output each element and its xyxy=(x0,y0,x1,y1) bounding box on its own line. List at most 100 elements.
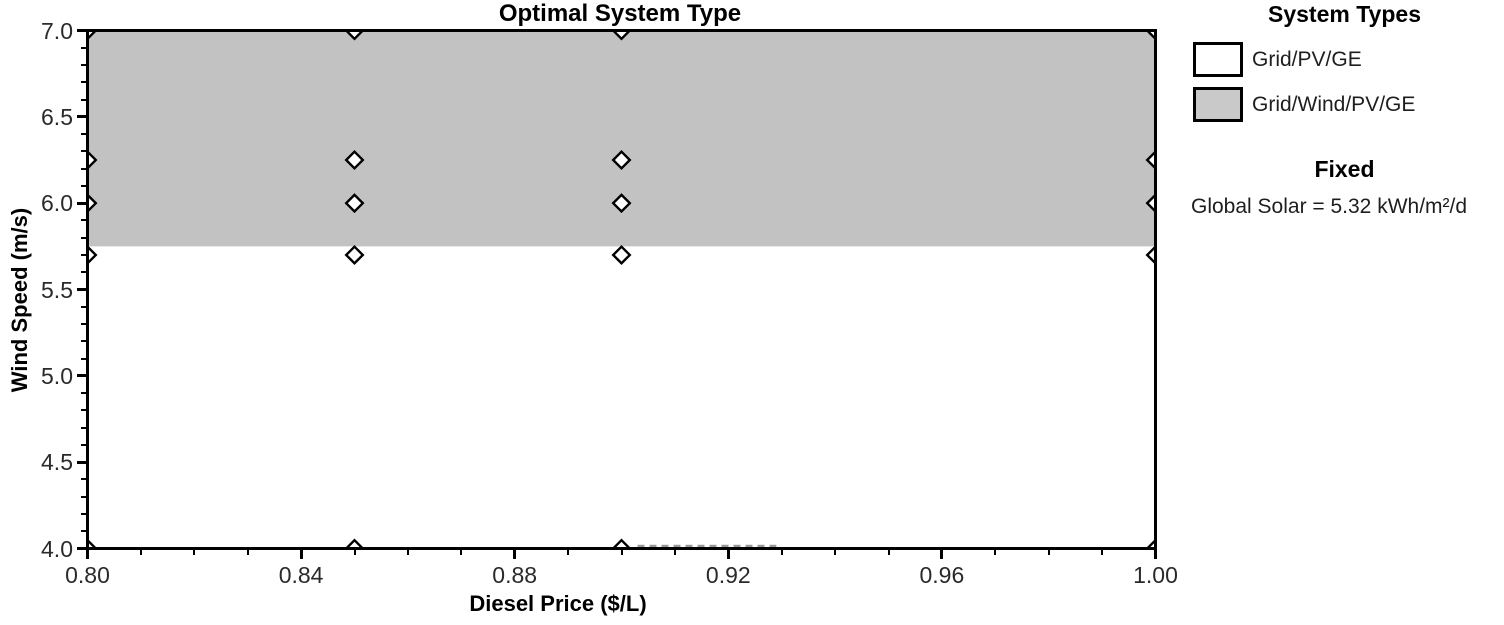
x-minor-tick xyxy=(353,550,356,555)
x-minor-tick xyxy=(246,550,249,555)
data-point-marker xyxy=(1145,151,1154,169)
legend-item-grid-pv-ge: Grid/PV/GE xyxy=(1193,42,1362,77)
data-point-marker xyxy=(89,540,96,547)
data-point-marker xyxy=(344,193,365,214)
data-point-marker xyxy=(346,538,363,547)
y-tick-label: 4.5 xyxy=(41,449,73,476)
y-minor-tick xyxy=(81,340,86,343)
y-major-tick xyxy=(77,288,86,291)
y-major-tick xyxy=(77,547,86,550)
x-tick-label: 0.96 xyxy=(919,562,965,588)
plot-svg xyxy=(86,29,1157,550)
x-minor-tick xyxy=(567,550,570,555)
data-point-marker xyxy=(613,32,630,41)
y-tick-label: 6.5 xyxy=(41,103,73,130)
y-minor-tick xyxy=(81,495,86,498)
legend-item-label: Grid/Wind/PV/GE xyxy=(1252,92,1416,116)
x-major-tick xyxy=(513,550,517,559)
x-minor-tick xyxy=(139,550,142,555)
data-point-marker xyxy=(1145,246,1154,264)
x-major-tick xyxy=(940,550,944,559)
y-minor-tick xyxy=(81,184,86,187)
y-major-tick xyxy=(77,115,86,119)
y-minor-tick xyxy=(81,81,86,84)
x-minor-tick xyxy=(460,550,463,555)
y-minor-tick xyxy=(81,133,86,136)
y-minor-tick xyxy=(81,530,86,533)
x-major-tick xyxy=(726,550,730,559)
data-point-marker xyxy=(1145,194,1154,212)
y-minor-tick xyxy=(81,236,86,239)
y-minor-tick xyxy=(81,253,86,256)
y-minor-tick xyxy=(81,46,86,49)
y-tick-label: 5.5 xyxy=(41,276,73,303)
data-point-marker xyxy=(1147,32,1154,39)
y-minor-tick xyxy=(81,150,86,153)
y-minor-tick xyxy=(81,392,86,395)
region-grid-pv-ge xyxy=(89,246,1154,547)
y-minor-tick xyxy=(81,409,86,412)
data-point-marker xyxy=(611,244,632,265)
y-tick-label: 6.0 xyxy=(41,190,73,217)
x-minor-tick xyxy=(1101,550,1104,555)
x-minor-tick xyxy=(193,550,196,555)
region-grid-wind-pv-ge xyxy=(89,32,1154,247)
plot-area xyxy=(86,29,1157,550)
x-tick-label: 0.84 xyxy=(278,562,324,588)
y-major-tick xyxy=(77,374,86,378)
data-point-marker xyxy=(89,194,98,212)
y-minor-tick xyxy=(81,443,86,446)
y-major-tick xyxy=(77,29,86,32)
data-point-marker xyxy=(89,151,98,169)
x-major-tick xyxy=(1154,550,1157,559)
x-minor-tick xyxy=(834,550,837,555)
data-point-marker xyxy=(611,150,632,170)
y-tick-label: 5.0 xyxy=(41,362,73,389)
x-axis-label: Diesel Price ($/L) xyxy=(469,591,647,616)
legend: System Types Grid/PV/GE Grid/Wind/PV/GE … xyxy=(1185,0,1504,240)
y-tick-label: 4.0 xyxy=(41,535,73,562)
y-major-tick xyxy=(77,460,86,464)
x-minor-tick xyxy=(994,550,997,555)
data-point-marker xyxy=(611,193,632,214)
data-point-marker xyxy=(346,32,363,41)
x-tick-label: 0.88 xyxy=(492,562,538,588)
plot-frame xyxy=(86,29,1157,550)
y-minor-tick xyxy=(81,167,86,170)
y-minor-tick xyxy=(81,323,86,326)
x-minor-tick xyxy=(780,550,783,555)
x-major-tick xyxy=(299,550,303,559)
y-minor-tick xyxy=(81,426,86,429)
x-major-tick xyxy=(86,550,89,559)
legend-item-label: Grid/PV/GE xyxy=(1252,47,1362,71)
data-point-marker xyxy=(344,150,365,170)
y-minor-tick xyxy=(81,98,86,101)
legend-title: System Types xyxy=(1268,1,1421,27)
x-minor-tick xyxy=(673,550,676,555)
x-tick-label: 0.80 xyxy=(65,562,110,588)
x-minor-tick xyxy=(406,550,409,555)
y-tick-label: 7.0 xyxy=(41,17,73,44)
legend-item-grid-wind-pv-ge: Grid/Wind/PV/GE xyxy=(1193,87,1415,122)
x-minor-tick xyxy=(887,550,890,555)
x-tick-label: 0.92 xyxy=(705,562,751,588)
x-minor-tick xyxy=(620,550,623,555)
y-minor-tick xyxy=(81,357,86,360)
chart-title: Optimal System Type xyxy=(498,0,742,27)
data-point-marker xyxy=(89,32,96,39)
data-point-marker xyxy=(89,246,98,264)
data-point-marker xyxy=(1147,540,1154,547)
fixed-parameter: Global Solar = 5.32 kWh/m²/d xyxy=(1191,195,1468,218)
y-minor-tick xyxy=(81,478,86,481)
y-minor-tick xyxy=(81,512,86,515)
legend-swatch-grid-pv-ge xyxy=(1193,42,1243,77)
y-minor-tick xyxy=(81,64,86,67)
y-minor-tick xyxy=(81,219,86,222)
data-point-marker xyxy=(613,538,630,547)
fixed-heading: Fixed xyxy=(1314,156,1375,182)
y-major-tick xyxy=(77,201,86,205)
data-point-marker xyxy=(344,244,365,265)
legend-swatch-grid-wind-pv-ge xyxy=(1193,87,1243,122)
